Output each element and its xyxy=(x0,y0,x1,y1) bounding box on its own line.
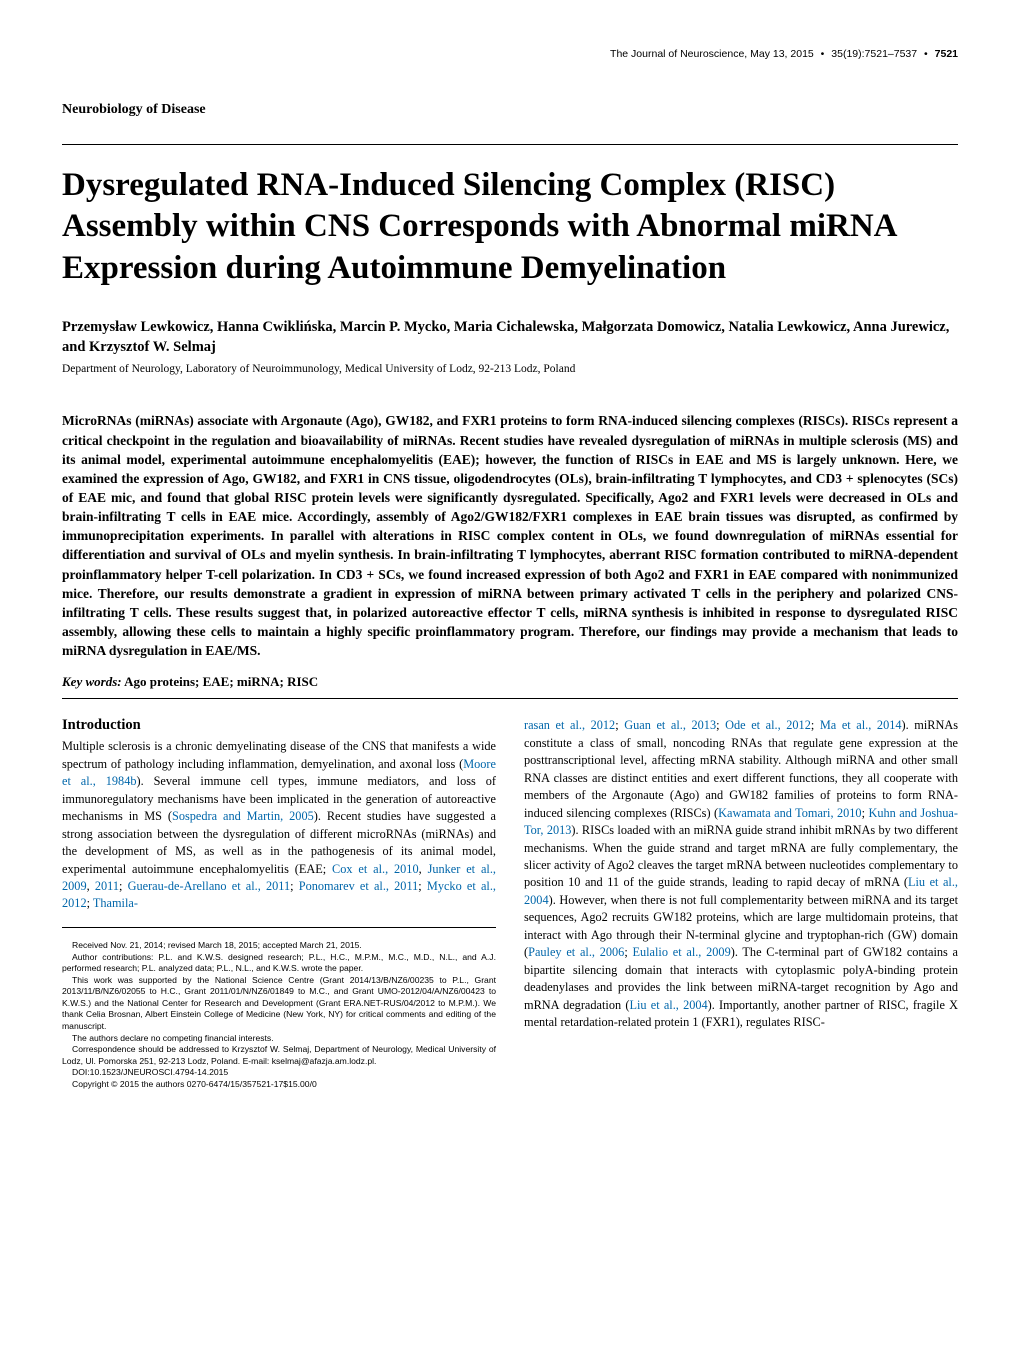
citation-link[interactable]: rasan et al., 2012 xyxy=(524,718,615,732)
citation-link[interactable]: Pauley et al., 2006 xyxy=(528,945,624,959)
title-divider xyxy=(62,144,958,145)
body-span: ). RISCs loaded with an miRNA guide stra… xyxy=(524,823,958,889)
body-span: , xyxy=(419,862,428,876)
introduction-heading: Introduction xyxy=(62,717,496,734)
keywords: Key words: Ago proteins; EAE; miRNA; RIS… xyxy=(62,674,958,690)
abstract-text: MicroRNAs (miRNAs) associate with Argona… xyxy=(62,411,958,660)
citation-link[interactable]: Cox et al., 2010 xyxy=(332,862,419,876)
volume-pages: 35(19):7521–7537 xyxy=(831,48,917,60)
citation-link[interactable]: Guan et al., 2013 xyxy=(624,718,716,732)
journal-name: The Journal of Neuroscience, May 13, 201… xyxy=(610,48,814,60)
separator-dot: • xyxy=(821,48,825,60)
footnote-divider xyxy=(62,927,496,928)
right-column: rasan et al., 2012; Guan et al., 2013; O… xyxy=(524,717,958,1090)
body-span: ; xyxy=(716,718,725,732)
separator-dot: • xyxy=(924,48,928,60)
left-column: Introduction Multiple sclerosis is a chr… xyxy=(62,717,496,1090)
doi: DOI:10.1523/JNEUROSCI.4794-14.2015 xyxy=(62,1067,496,1079)
received-date: Received Nov. 21, 2014; revised March 18… xyxy=(62,940,496,952)
body-divider xyxy=(62,698,958,699)
citation-link[interactable]: 2011 xyxy=(95,879,119,893)
citation-link[interactable]: Liu et al., 2004 xyxy=(629,998,707,1012)
two-column-body: Introduction Multiple sclerosis is a chr… xyxy=(62,717,958,1090)
correspondence: Correspondence should be addressed to Kr… xyxy=(62,1044,496,1067)
body-span: ; xyxy=(290,879,299,893)
introduction-body-left: Multiple sclerosis is a chronic demyelin… xyxy=(62,738,496,913)
citation-link[interactable]: Thamila- xyxy=(93,896,138,910)
page-number: 7521 xyxy=(935,48,958,60)
keywords-label: Key words: xyxy=(62,674,122,689)
copyright: Copyright © 2015 the authors 0270-6474/1… xyxy=(62,1079,496,1091)
affiliation: Department of Neurology, Laboratory of N… xyxy=(62,363,958,375)
running-header: The Journal of Neuroscience, May 13, 201… xyxy=(62,48,958,60)
article-title: Dysregulated RNA-Induced Silencing Compl… xyxy=(62,165,958,289)
body-span: ; xyxy=(811,718,820,732)
citation-link[interactable]: Ma et al., 2014 xyxy=(820,718,902,732)
body-span: Multiple sclerosis is a chronic demyelin… xyxy=(62,739,496,770)
section-label: Neurobiology of Disease xyxy=(62,102,958,118)
author-list: Przemysław Lewkowicz, Hanna Cwiklińska, … xyxy=(62,317,958,358)
funding-statement: This work was supported by the National … xyxy=(62,975,496,1033)
conflict-statement: The authors declare no competing financi… xyxy=(62,1033,496,1045)
body-span: ; xyxy=(418,879,427,893)
author-contributions: Author contributions: P.L. and K.W.S. de… xyxy=(62,952,496,975)
citation-link[interactable]: Ode et al., 2012 xyxy=(725,718,811,732)
footnotes: Received Nov. 21, 2014; revised March 18… xyxy=(62,940,496,1091)
citation-link[interactable]: Kawamata and Tomari, 2010 xyxy=(718,806,861,820)
body-span: ; xyxy=(615,718,624,732)
body-span: ). miRNAs constitute a class of small, n… xyxy=(524,718,958,819)
keywords-text: Ago proteins; EAE; miRNA; RISC xyxy=(122,674,319,689)
citation-link[interactable]: Eulalio et al., 2009 xyxy=(632,945,730,959)
citation-link[interactable]: Sospedra and Martin, 2005 xyxy=(172,809,314,823)
citation-link[interactable]: Guerau-de-Arellano et al., 2011 xyxy=(128,879,291,893)
citation-link[interactable]: Ponomarev et al., 2011 xyxy=(299,879,419,893)
body-span: ; xyxy=(119,879,128,893)
introduction-body-right: rasan et al., 2012; Guan et al., 2013; O… xyxy=(524,717,958,1031)
body-span: , xyxy=(87,879,95,893)
